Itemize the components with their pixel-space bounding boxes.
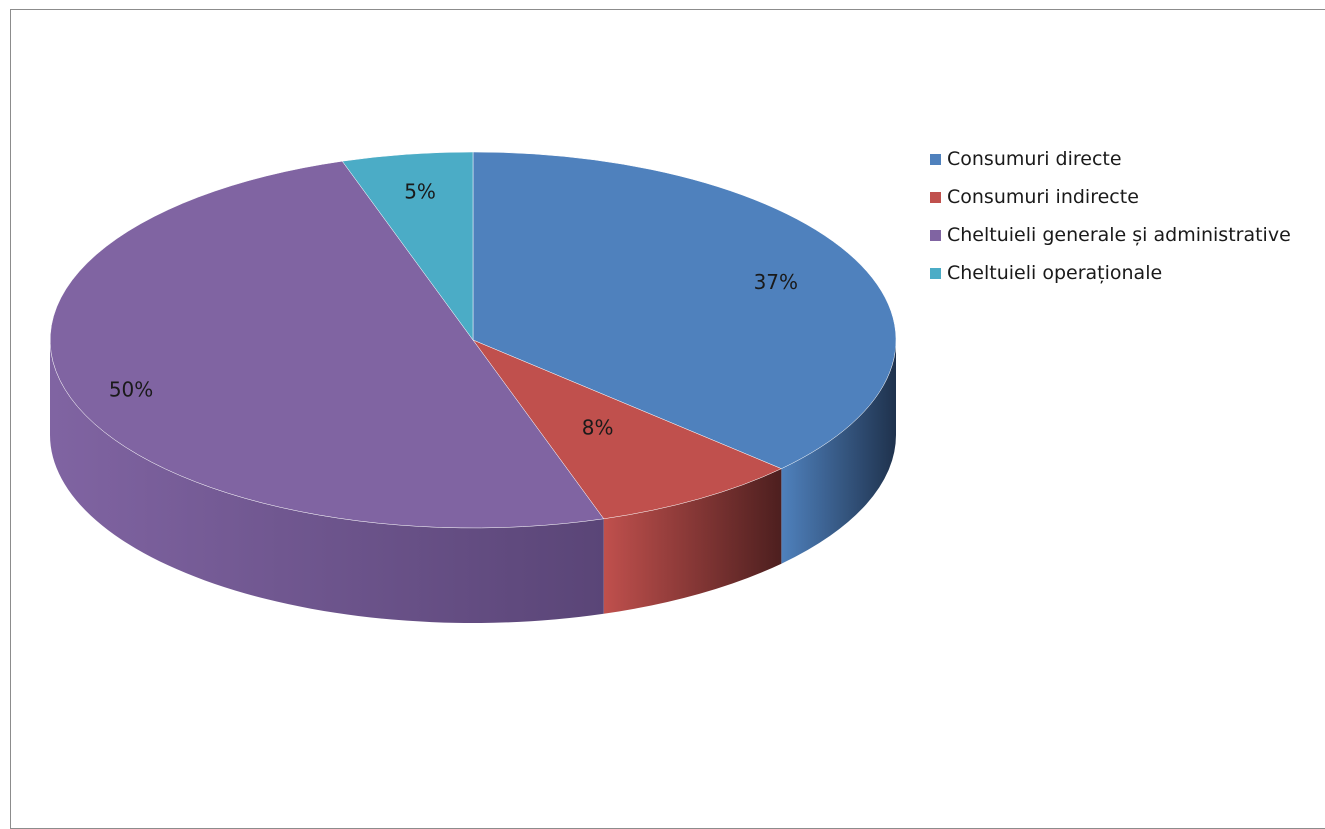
pie-chart: 37% 8% 50% 5% [49, 151, 897, 623]
legend-swatch [930, 191, 941, 203]
pie-slice-side [50, 340, 604, 623]
data-label: 50% [109, 377, 153, 401]
legend-swatch [930, 267, 941, 279]
pie-slice [472, 151, 897, 469]
pie-slice-side [781, 340, 896, 564]
legend-label: Cheltuieli operaționale [947, 262, 1163, 284]
legend: Consumuri directe Consumuri indirecte Ch… [930, 140, 1291, 292]
legend-swatch [930, 153, 941, 165]
legend-swatch [930, 229, 941, 241]
legend-label: Cheltuieli generale și administrative [947, 224, 1291, 246]
pie-slice [341, 151, 474, 341]
legend-label: Consumuri directe [947, 148, 1122, 170]
legend-label: Consumuri indirecte [947, 186, 1139, 208]
legend-item-cheltuieli-operationale: Cheltuieli operaționale [930, 254, 1291, 292]
data-label: 37% [754, 270, 798, 294]
pie-slice-side [603, 468, 782, 614]
legend-item-consumuri-indirecte: Consumuri indirecte [930, 178, 1291, 216]
pie-slice [472, 339, 782, 520]
legend-item-cheltuieli-generale: Cheltuieli generale și administrative [930, 216, 1291, 254]
legend-item-consumuri-directe: Consumuri directe [930, 140, 1291, 178]
pie-slice [49, 160, 605, 529]
data-label: 8% [582, 415, 614, 439]
data-label: 5% [404, 179, 436, 203]
